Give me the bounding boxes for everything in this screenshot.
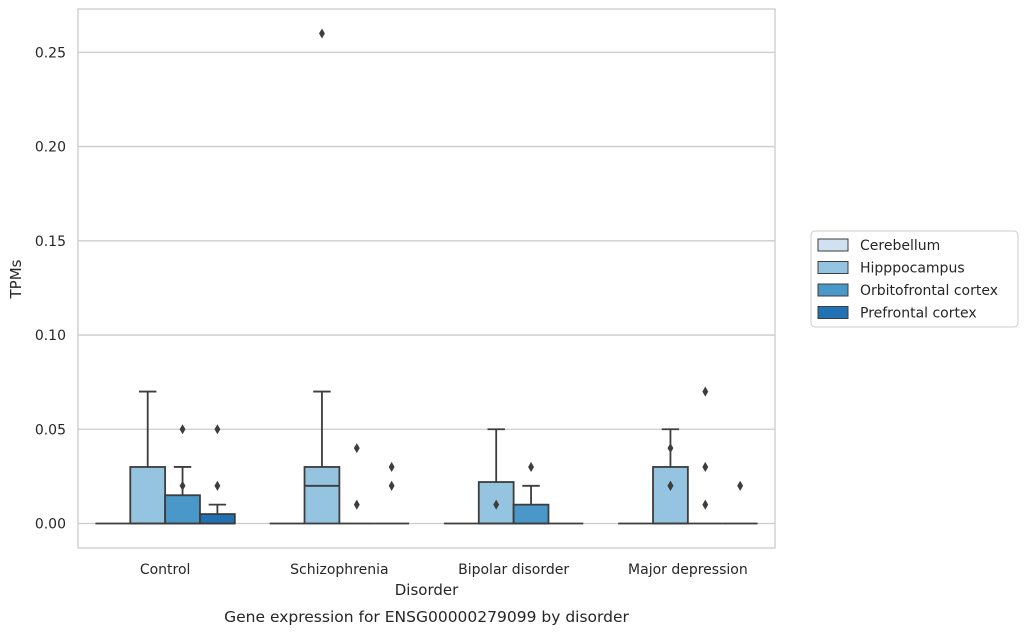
x-tick-label: Bipolar disorder [458,562,569,578]
outlier-point [702,386,709,397]
legend-label: Orbitofrontal cortex [860,283,998,299]
legend-label: Cerebellum [860,238,940,254]
axis-layer: 0.00 0.05 0.10 0.15 0.20 0.25 Control Schizophr… [35,45,748,578]
outlier-point [214,480,221,491]
outlier-point [388,480,395,491]
y-tick-label: 0.15 [35,234,66,250]
box [512,503,550,525]
legend: Cerebellum Hipppocampus Orbitofrontal cort… [810,230,1019,328]
outlier-point [353,443,360,454]
box [164,494,201,525]
legend-swatch [817,306,849,319]
y-tick-label: 0.10 [35,328,66,344]
outlier-point [737,480,744,491]
outlier-point [493,499,500,510]
y-tick-label: 0.05 [35,422,66,438]
outlier-point [528,461,534,473]
outlier-point [214,424,221,435]
box-layer [95,28,758,525]
outlier-point [319,28,325,39]
outlier-point [702,499,709,510]
x-tick-label: Control [140,562,191,578]
y-tick-label: 0.00 [35,517,66,533]
x-tick-label: Schizophrenia [290,562,388,578]
y-tick-label: 0.20 [35,140,66,156]
box [199,513,236,525]
outlier-point [667,443,674,454]
legend-swatch [817,261,849,274]
chart-title: Gene expression for ENSG00000279099 by d… [224,608,629,626]
outlier-point [179,424,186,435]
box [652,466,689,525]
x-tick-label: Major depression [628,562,748,578]
box [129,466,167,525]
outlier-point [388,461,395,473]
legend-swatch [817,283,849,297]
box [303,466,341,525]
y-tick-label: 0.25 [35,45,66,61]
legend-label: Hipppocampus [860,261,965,277]
plot-frame [77,8,776,549]
outlier-point [179,480,186,491]
outlier-point [667,480,674,491]
x-axis-label: Disorder [395,581,459,599]
outlier-point [353,499,360,510]
y-axis-label: TPMs [7,259,25,299]
legend-label: Prefrontal cortex [860,306,977,322]
legend-frame [810,230,1019,328]
outlier-point [702,461,709,473]
legend-swatch [817,238,849,252]
